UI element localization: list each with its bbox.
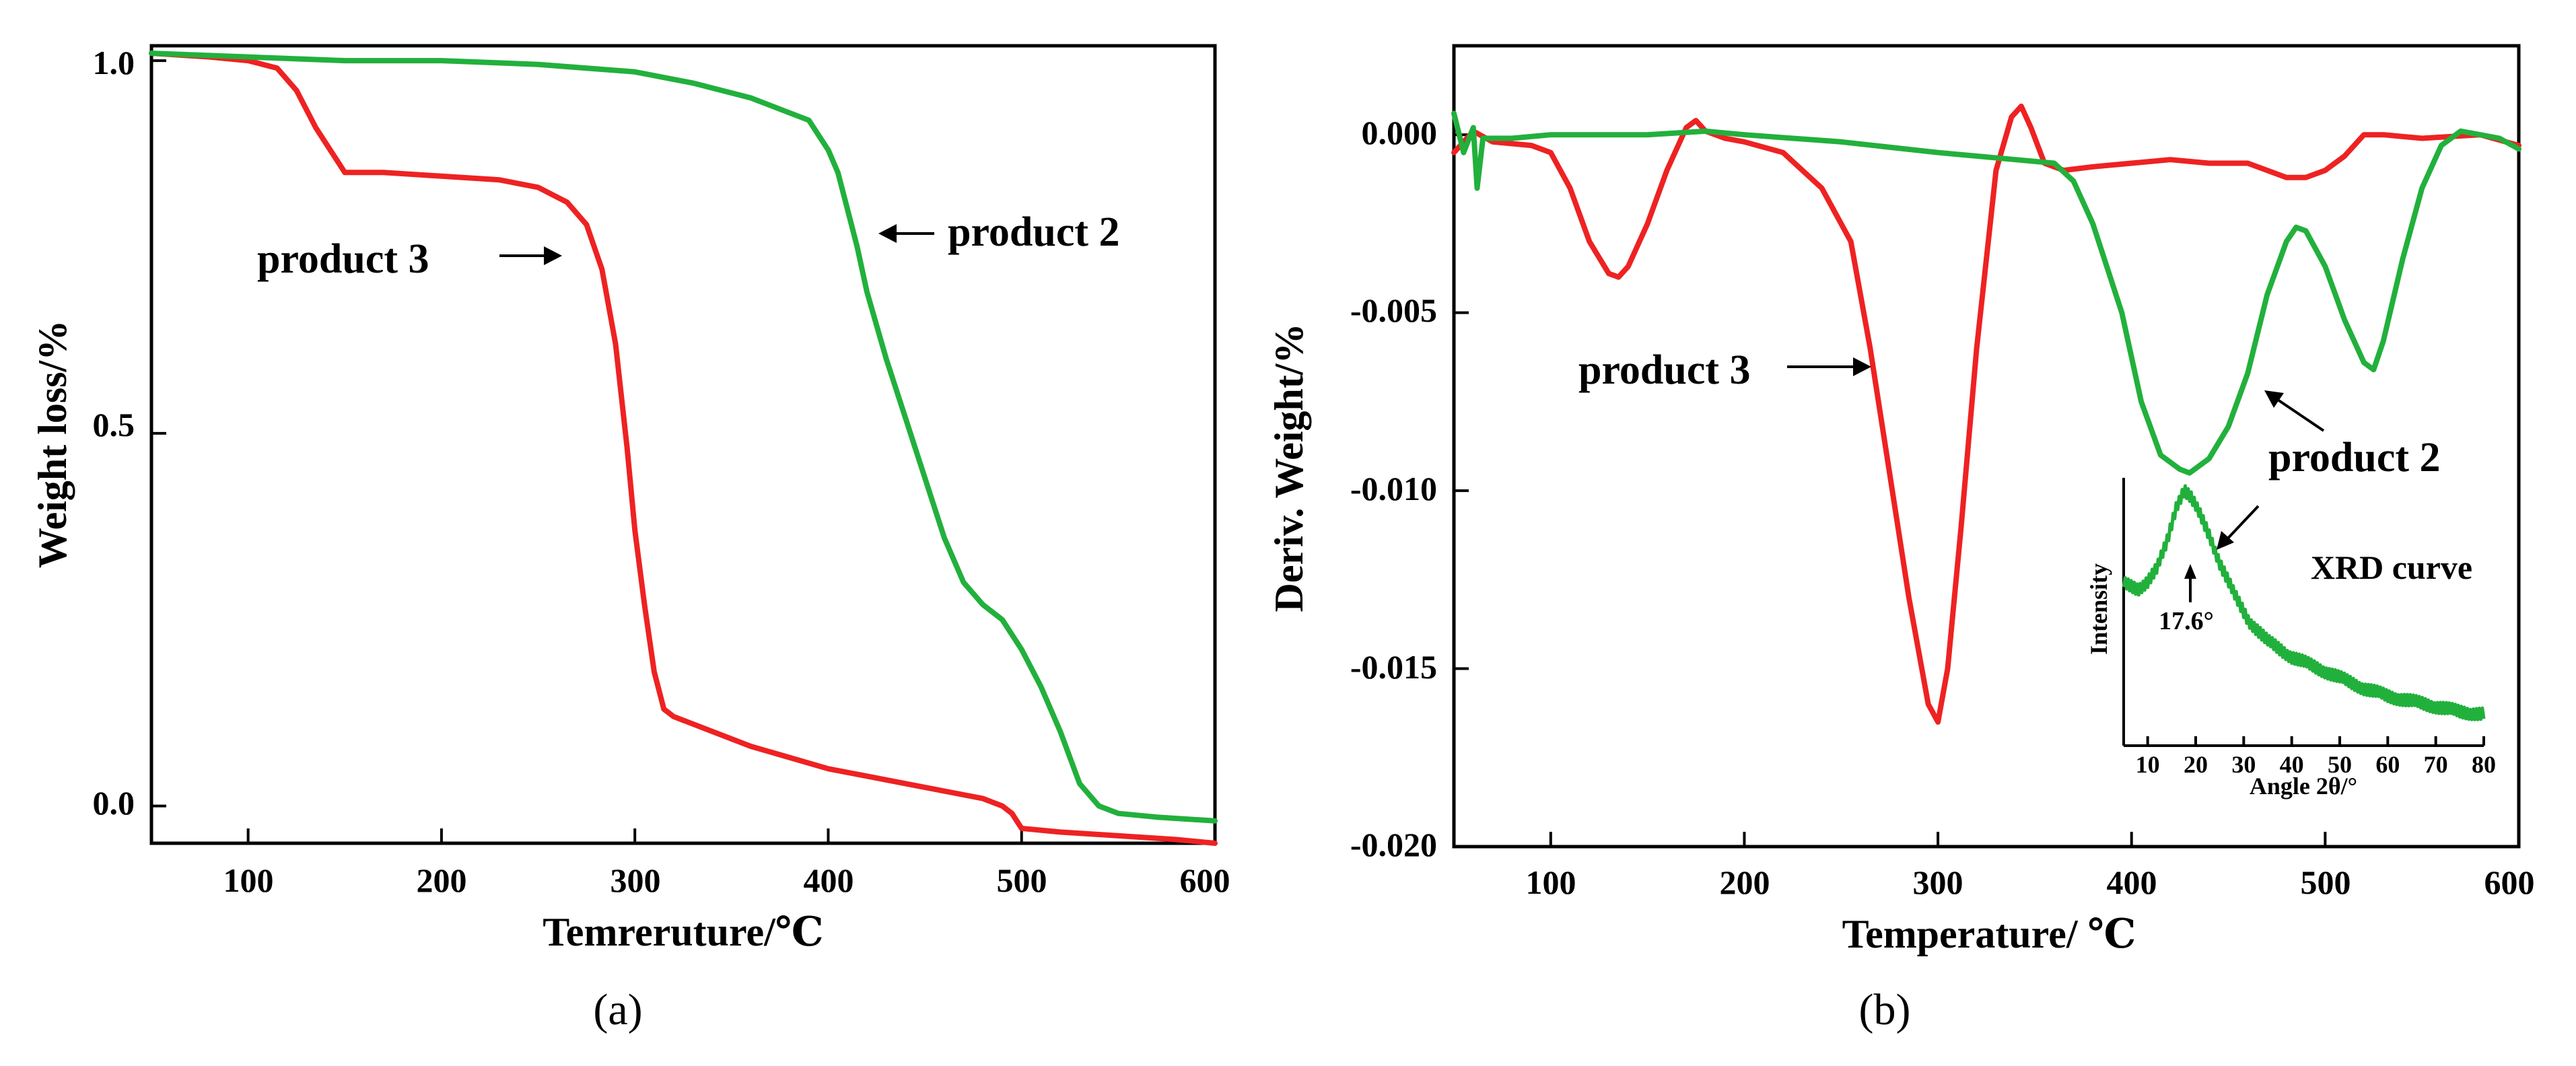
b-series-product-2 [1451,110,2521,476]
a-panel-label: (a) [593,985,642,1034]
b-arrow-product-2 [2264,390,2325,432]
a-annotation-number: 3 [409,236,429,282]
plot-area-a-frame [149,44,1217,845]
b-x-axis-title: Temperature/ ℃ [1842,912,2136,956]
a-annotation-number: 2 [1099,209,1120,255]
a-series-product-2 [149,50,1218,824]
b-annotation-product-3: product 3 [1578,347,1751,393]
a-annotation-product-2: product 2 [948,209,1120,255]
a-arrow-product-3 [499,246,562,265]
inset-xtick-label: 70 [2424,751,2448,778]
b-ytick-label: -0.005 [1350,291,1437,329]
xrd-label-arrow [2217,505,2260,550]
b-annotation-prefix: product [2268,435,2420,481]
xrd-inset: 10 20 30 40 50 60 70 80 Intensity Angle 2θ/° 17… [2085,478,2496,800]
b-annotation-number: 3 [1730,347,1751,393]
a-annotation-product-3: product 3 [257,236,429,282]
a-series-group [149,50,1218,846]
a-xtick-label: 500 [997,861,1047,899]
inset-peak-arrow [2184,564,2196,602]
b-xtick-label: 200 [1720,863,1770,901]
b-xtick-label: 300 [1913,863,1963,901]
b-y-axis-title: Deriv. Weight/% [1267,324,1311,612]
b-annotation-product-2: product 2 [2268,435,2441,481]
b-panel-label: (b) [1859,985,1911,1034]
inset-xtick-label: 80 [2472,751,2496,778]
a-xtick-label: 600 [1180,861,1230,899]
chart-b: 0.000 -0.005 -0.010 -0.015 -0.020 100 20… [1267,44,2535,1034]
a-annotation-prefix: product [257,236,409,282]
b-ytick-label: -0.010 [1350,470,1437,507]
b-ytick-label: -0.015 [1350,648,1437,686]
inset-series-group [2122,484,2486,721]
inset-xtick-label: 50 [2328,751,2352,778]
b-annotation-number: 2 [2420,435,2441,481]
a-annotation-prefix: product [948,209,1099,255]
b-ytick-label: -0.020 [1350,826,1437,863]
b-arrow-product-3 [1787,357,1871,376]
inset-x-axis-title: Angle 2θ/° [2250,773,2357,800]
a-axis-ticks [151,59,1023,843]
b-axis-ticks [1454,133,2327,848]
a-xtick-label: 400 [804,861,854,899]
a-arrow-product-2 [878,224,934,243]
plot-area-b-frame [1452,44,2521,849]
b-annotation-prefix: product [1578,347,1730,393]
a-ytick-label: 0.0 [93,784,135,822]
inset-peak-label: 17.6° [2159,607,2214,635]
inset-xtick-label: 60 [2375,751,2400,778]
a-ytick-label: 0.5 [93,406,135,443]
inset-xtick-label: 10 [2136,751,2160,778]
inset-xtick-label: 30 [2231,751,2256,778]
a-x-axis-title: Temreruture/℃ [543,910,823,954]
b-xtick-label: 500 [2301,863,2351,901]
chart-a: 1.0 0.5 0.0 100 200 300 400 500 600 Temr… [30,44,1230,1034]
inset-xtick-label: 20 [2184,751,2208,778]
b-series-group [1451,103,2521,725]
a-xtick-label: 300 [611,861,661,899]
b-series-product-3 [1451,103,2521,725]
a-xtick-label: 200 [417,861,467,899]
inset-xtick-label: 40 [2280,751,2304,778]
a-y-axis-title: Weight loss/% [30,320,75,568]
inset-axis-ticks: 10 20 30 40 50 60 70 80 [2136,736,2496,778]
xrd-curve-label: XRD curve [2311,548,2472,586]
b-xtick-label: 600 [2484,863,2535,901]
b-xtick-label: 400 [2107,863,2157,901]
b-ytick-label: 0.000 [1362,114,1438,151]
a-xtick-label: 100 [223,861,274,899]
inset-y-axis-title: Intensity [2085,563,2112,655]
inset-xrd-series [2122,484,2486,721]
a-series-product-3 [149,50,1218,846]
b-xtick-label: 100 [1526,863,1576,901]
a-ytick-label: 1.0 [93,44,135,81]
